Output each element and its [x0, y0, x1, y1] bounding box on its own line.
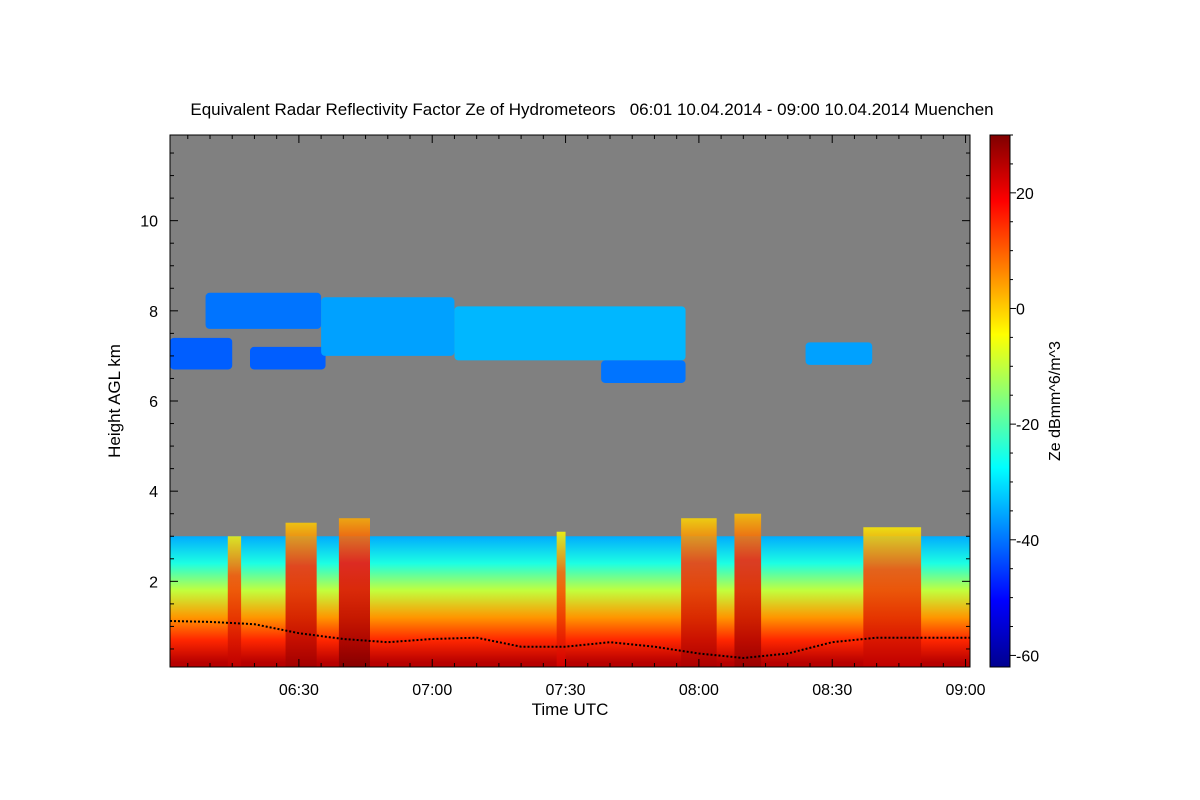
- x-tick-label: 08:30: [812, 682, 852, 699]
- convective-core: [681, 518, 717, 667]
- upper-cloud-layer: [805, 342, 873, 365]
- x-axis: 06:30 07:00 07:30 08:00 08:30 09:00: [187, 135, 986, 699]
- x-axis-label: Time UTC: [532, 700, 609, 719]
- convective-core: [863, 527, 922, 667]
- x-tick-label: 07:00: [412, 682, 452, 699]
- x-tick-label: 06:30: [279, 682, 319, 699]
- colorbar-tick-label: -40: [1016, 533, 1039, 550]
- upper-cloud-layer: [250, 346, 326, 370]
- y-axis: 2 4 6 8 10: [140, 152, 970, 650]
- colorbar-tick-label: -60: [1016, 648, 1039, 665]
- x-tick-label: 07:30: [546, 682, 586, 699]
- convective-core: [556, 531, 566, 667]
- convective-core: [734, 513, 762, 667]
- upper-cloud-layer: [205, 292, 322, 329]
- y-tick-label: 8: [149, 304, 158, 321]
- chart-title: Equivalent Radar Reflectivity Factor Ze …: [190, 100, 993, 119]
- y-tick-label: 6: [149, 394, 158, 411]
- reflectivity-field: [170, 292, 970, 667]
- y-axis-label: Height AGL km: [105, 344, 124, 458]
- upper-cloud-layer: [170, 337, 233, 370]
- cloud-base-line: [170, 620, 970, 660]
- y-tick-label: 4: [149, 484, 158, 501]
- x-tick-label: 08:00: [679, 682, 719, 699]
- colorbar: 20 0 -20 -40 -60 Ze dBmm^6/m^3: [989, 134, 1064, 668]
- upper-cloud-layer: [601, 360, 686, 383]
- colorbar-gradient: [989, 134, 1011, 668]
- convective-core: [227, 536, 242, 667]
- colorbar-tick-label: -20: [1016, 417, 1039, 434]
- upper-cloud-layer: [454, 306, 686, 361]
- convective-core: [338, 518, 370, 667]
- plot-area: [169, 134, 971, 668]
- colorbar-tick-label: 20: [1016, 186, 1034, 203]
- colorbar-ticks: 20 0 -20 -40 -60: [1010, 134, 1039, 665]
- colorbar-label: Ze dBmm^6/m^3: [1047, 341, 1064, 461]
- colorbar-tick-label: 0: [1016, 301, 1025, 318]
- x-tick-label: 09:00: [946, 682, 986, 699]
- y-tick-label: 10: [140, 214, 158, 231]
- y-tick-label: 2: [149, 574, 158, 591]
- upper-cloud-layer: [321, 297, 455, 356]
- convective-core: [285, 522, 317, 667]
